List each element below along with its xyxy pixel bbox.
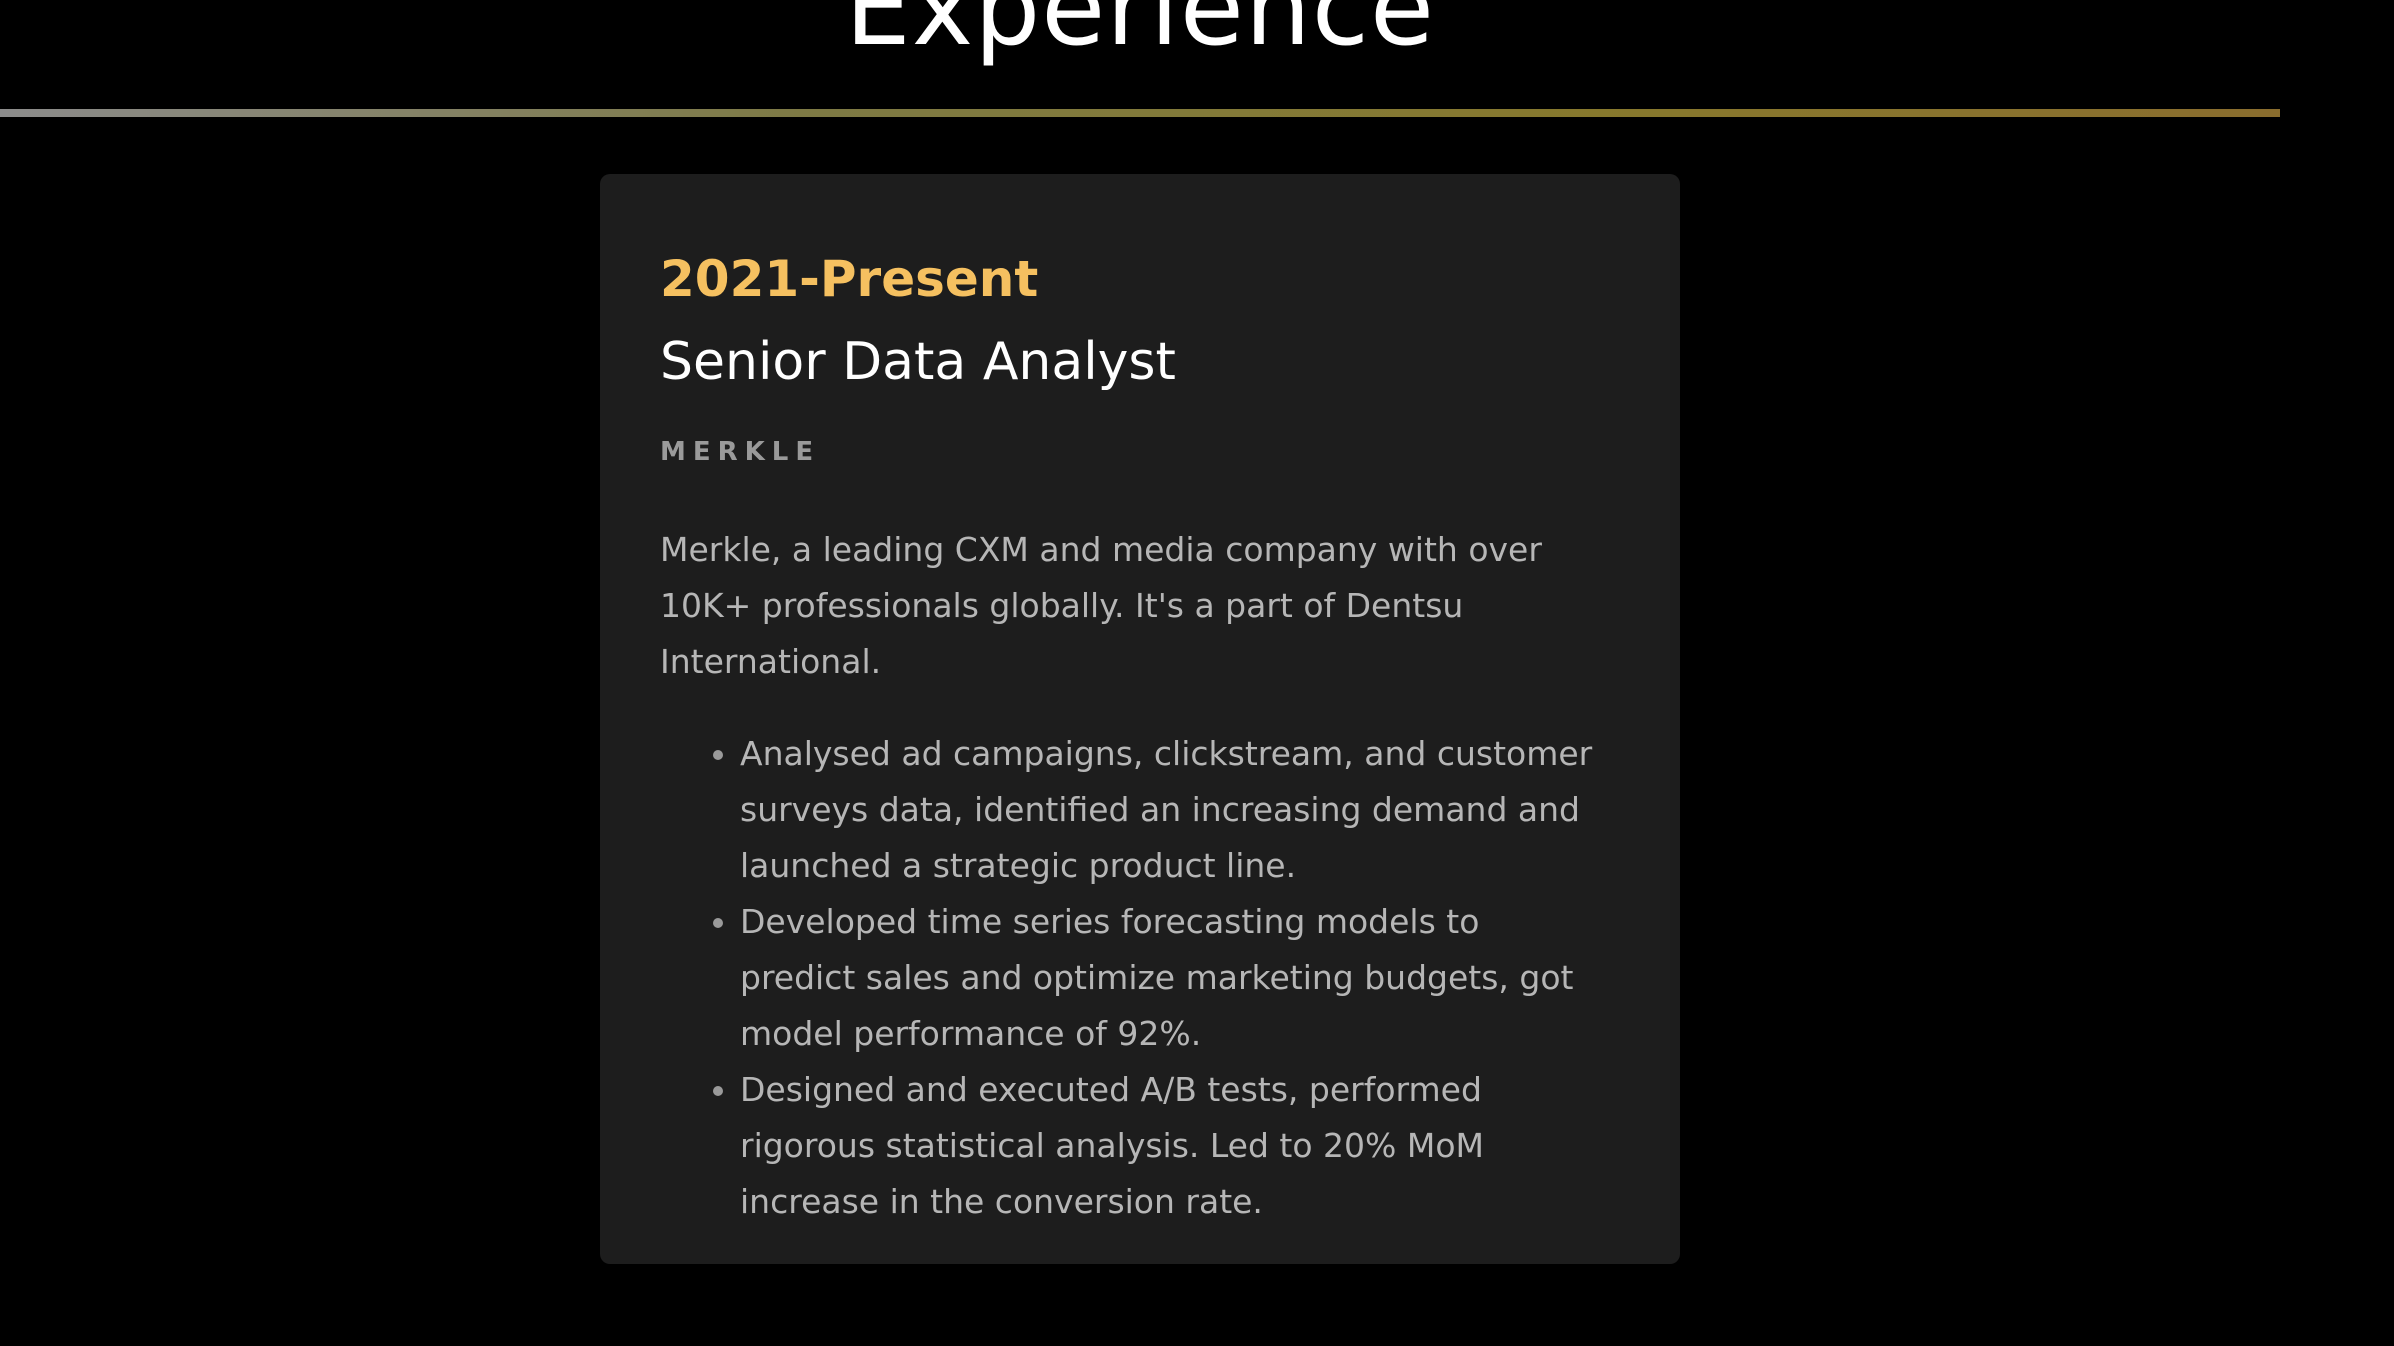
achievements-list: Analysed ad campaigns, clickstream, and …	[660, 726, 1600, 1230]
experience-period: 2021-Present	[660, 250, 1039, 308]
company-summary: Merkle, a leading CXM and media company …	[660, 530, 1542, 681]
achievement-item: Analysed ad campaigns, clickstream, and …	[740, 726, 1600, 894]
achievement-item: Developed time series forecasting models…	[740, 894, 1600, 1062]
job-title: Senior Data Analyst	[660, 332, 1176, 392]
achievement-item: Designed and executed A/B tests, perform…	[740, 1062, 1600, 1230]
section-divider	[0, 109, 2280, 117]
section-title: Experience	[845, 0, 1435, 69]
experience-card: 2021-Present Senior Data Analyst MERKLE …	[600, 174, 1680, 1264]
company-name: MERKLE	[660, 437, 821, 467]
